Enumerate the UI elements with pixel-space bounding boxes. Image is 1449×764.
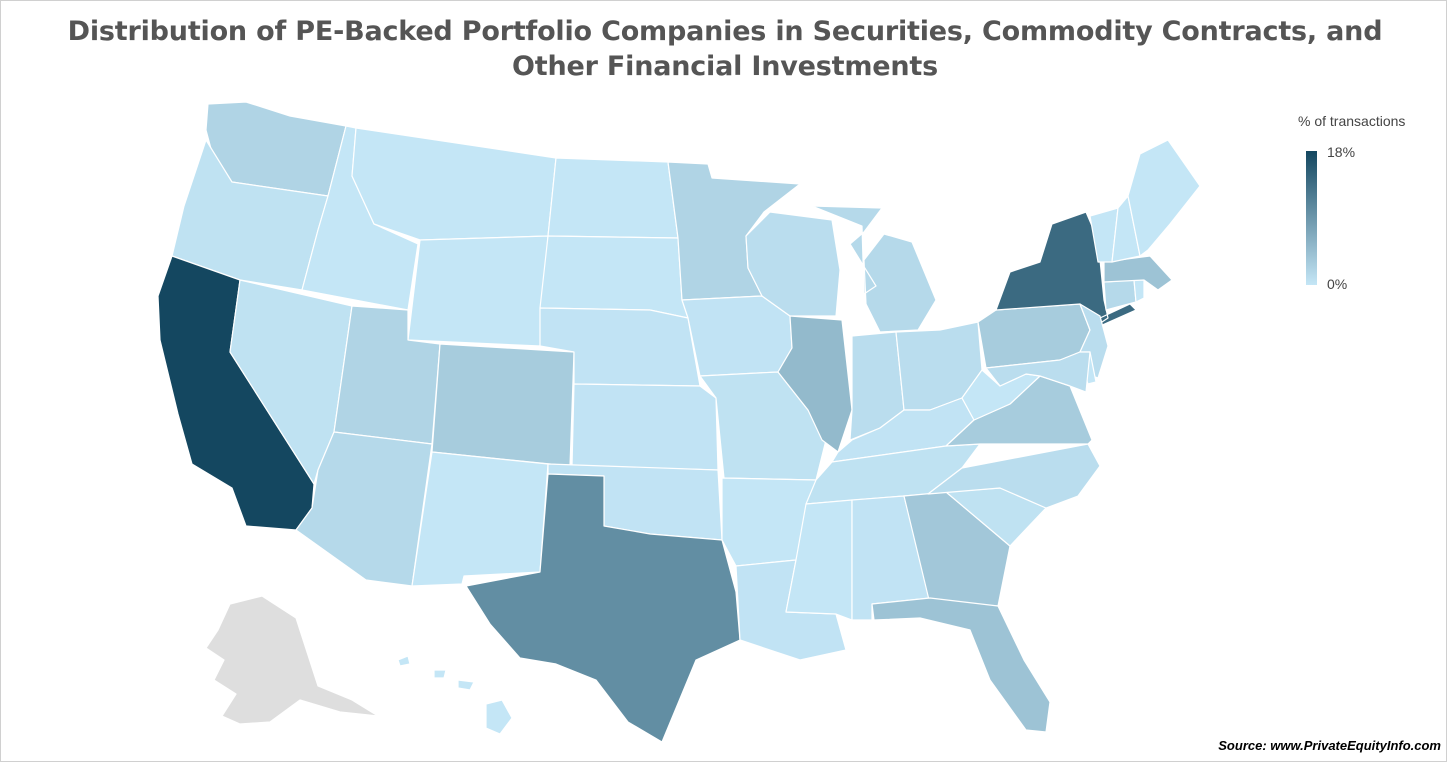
state-WY	[407, 235, 549, 347]
state-KS	[571, 383, 719, 471]
state-CO	[431, 343, 575, 467]
state-NC	[927, 443, 1101, 509]
state-ND	[547, 157, 679, 239]
legend-title: % of transactions	[1298, 113, 1406, 129]
state-WI	[745, 211, 841, 317]
state-MT	[351, 127, 557, 241]
state-ME	[1127, 139, 1201, 257]
state-MI	[811, 205, 937, 333]
source-note: Source: www.PrivateEquityInfo.com	[1218, 738, 1441, 753]
state-AZ	[295, 431, 433, 587]
state-MD	[985, 351, 1091, 393]
state-FL	[871, 597, 1051, 733]
state-IL	[777, 315, 853, 453]
state-AK	[205, 595, 379, 725]
state-NM	[411, 451, 549, 587]
state-IA	[681, 295, 793, 377]
legend-max-label: 18%	[1327, 144, 1356, 160]
state-MA	[1103, 255, 1173, 291]
chart-title: Distribution of PE-Backed Portfolio Comp…	[67, 16, 1383, 82]
state-HI	[397, 655, 513, 735]
state-RI	[1133, 279, 1145, 303]
state-TX	[465, 473, 741, 743]
state-SD	[539, 235, 689, 319]
legend-color-scale	[1306, 151, 1317, 285]
legend-min-label: 0%	[1327, 276, 1348, 292]
